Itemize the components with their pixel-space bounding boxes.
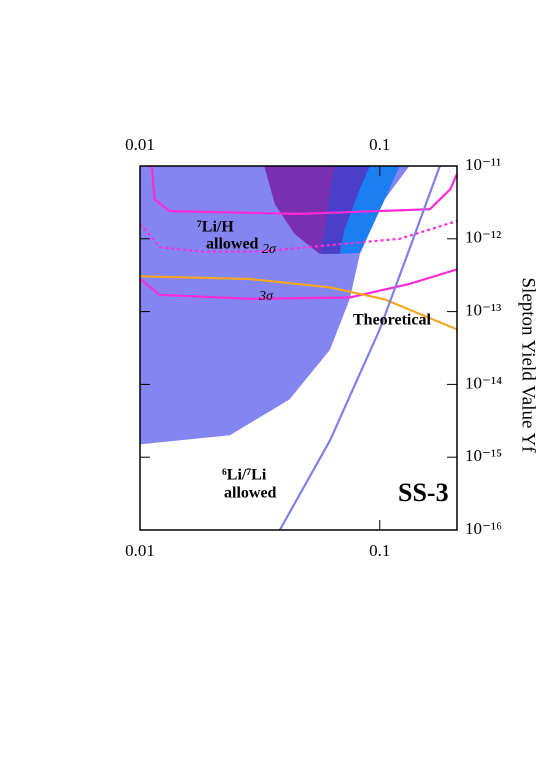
annotation: allowed <box>206 236 259 253</box>
x-tick-label-top: 0.1 <box>369 135 390 154</box>
y-tick-label: 10⁻¹⁴ <box>465 373 502 392</box>
curve <box>140 220 457 253</box>
y-tick-label: 10⁻¹¹ <box>465 155 501 174</box>
annotation: allowed <box>224 485 277 502</box>
annotation: SS-3 <box>398 478 449 507</box>
region <box>319 166 370 254</box>
x-tick-label-top: 0.01 <box>125 135 155 154</box>
x-tick-label: 0.01 <box>125 541 155 560</box>
annotation: Theoretical <box>353 312 431 329</box>
curve <box>140 268 457 300</box>
annotation: 3σ <box>258 289 274 304</box>
y-tick-label: 10⁻¹⁶ <box>465 519 502 538</box>
y-tick-label: 10⁻¹⁵ <box>465 446 502 465</box>
y-tick-label: 10⁻¹² <box>465 228 501 247</box>
plot-frame <box>139 165 458 531</box>
y-axis-label: Slepton Yield Value Yf <box>518 277 539 453</box>
curve <box>150 166 457 216</box>
curve <box>278 166 441 530</box>
annotation: ⁶Li/⁷Li <box>222 467 267 484</box>
region <box>264 166 335 254</box>
annotation: 2σ <box>262 242 277 257</box>
plot-area <box>140 166 457 530</box>
x-tick-label: 0.1 <box>369 541 390 560</box>
y-tick-label: 10⁻¹³ <box>465 301 501 320</box>
curve <box>140 275 457 331</box>
annotation: ⁷Li/H <box>197 219 234 236</box>
